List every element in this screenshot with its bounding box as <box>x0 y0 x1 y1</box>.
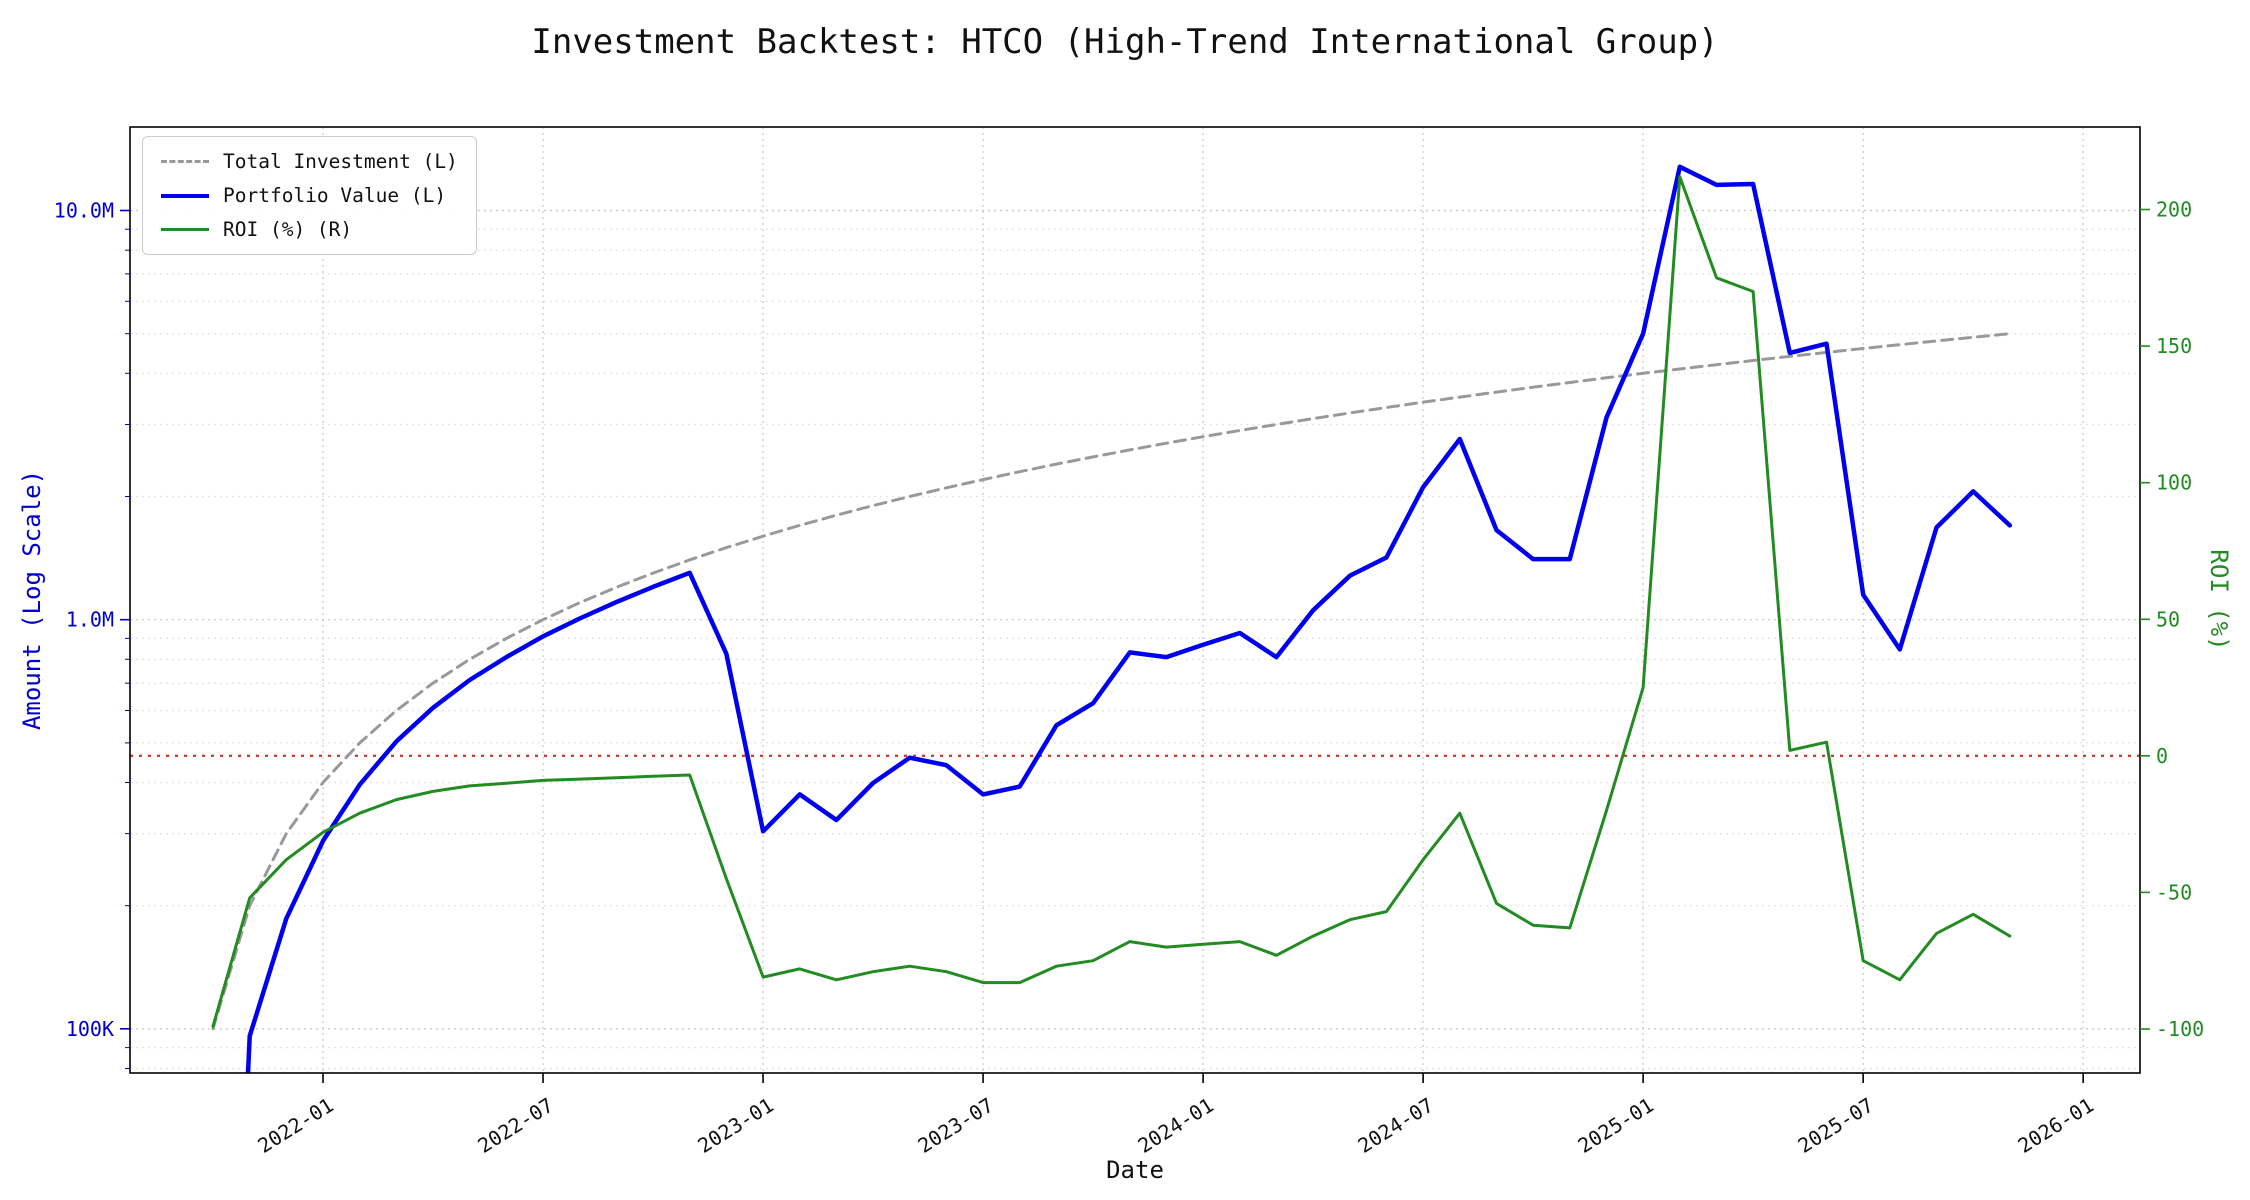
plot-background <box>130 127 2140 1073</box>
right-tick-label: 50 <box>2156 607 2180 631</box>
dashed-line-sample-icon <box>161 160 209 163</box>
portfolio-value-line <box>245 164 2013 1073</box>
x-tick-label: 2022-07 <box>473 1093 557 1158</box>
right-tick-label: -50 <box>2156 880 2192 904</box>
x-tick-label: 2024-07 <box>1354 1093 1438 1158</box>
right-tick-label: 150 <box>2156 334 2192 358</box>
left-tick-label: 10.0M <box>54 199 114 223</box>
legend-label: Total Investment (L) <box>223 150 458 173</box>
x-tick-label: 2022-01 <box>253 1093 337 1158</box>
legend-entry-roi: ROI (%) (R) <box>161 218 458 241</box>
plot-border <box>129 126 2141 1074</box>
x-tick-label: 2025-07 <box>1794 1093 1878 1158</box>
chart-title: Investment Backtest: HTCO (High-Trend In… <box>531 22 1719 62</box>
solid-line-sample-icon <box>161 228 209 231</box>
legend-entry-portfolio-value: Portfolio Value (L) <box>161 184 458 207</box>
x-axis-label: Date <box>1106 1156 1164 1184</box>
solid-line-sample-icon <box>161 193 209 198</box>
x-tick-label: 2024-01 <box>1134 1093 1218 1158</box>
right-tick-label: 200 <box>2156 198 2192 222</box>
left-tick-label: 100K <box>66 1017 114 1041</box>
x-tick-label: 2023-07 <box>914 1093 998 1158</box>
right-tick-label: 100 <box>2156 471 2192 495</box>
legend: Total Investment (L) Portfolio Value (L)… <box>142 136 477 255</box>
right-tick-label: -100 <box>2156 1017 2204 1041</box>
roi-line <box>211 175 2012 1028</box>
legend-label: Portfolio Value (L) <box>223 184 447 207</box>
legend-entry-total-investment: Total Investment (L) <box>161 150 458 173</box>
right-tick-label: 0 <box>2156 744 2168 768</box>
x-tick-label: 2025-01 <box>1574 1093 1658 1158</box>
total-investment-line <box>211 332 2012 1031</box>
x-tick-label: 2023-01 <box>693 1093 777 1158</box>
x-tick-label: 2026-01 <box>2014 1093 2098 1158</box>
legend-label: ROI (%) (R) <box>223 218 353 241</box>
left-tick-label: 1.0M <box>66 608 114 632</box>
